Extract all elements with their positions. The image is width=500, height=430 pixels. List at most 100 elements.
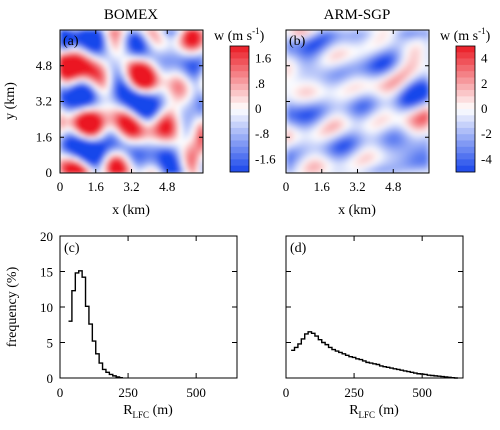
heatmap-cell xyxy=(381,122,385,126)
heatmap-cell xyxy=(399,104,403,109)
heatmap-cell xyxy=(312,62,317,67)
heatmap-cell xyxy=(399,95,403,100)
heatmap-cell xyxy=(161,56,165,61)
heatmap-cell xyxy=(420,167,424,171)
heatmap-cell xyxy=(309,107,314,112)
heatmap-cell xyxy=(116,170,121,173)
heatmap-cell xyxy=(324,71,329,76)
heatmap-cell xyxy=(167,41,171,46)
heatmap-cell xyxy=(107,137,112,141)
heatmap-cell xyxy=(417,128,421,132)
heatmap-cell xyxy=(357,38,362,43)
heatmap-cell xyxy=(286,92,290,97)
heatmap-cell xyxy=(197,89,201,94)
heatmap-cell xyxy=(122,44,127,49)
heatmap-cell xyxy=(161,50,165,55)
heatmap-cell xyxy=(173,92,177,97)
heatmap-cell xyxy=(101,77,106,82)
heatmap-cell xyxy=(65,155,70,159)
heatmap-cell xyxy=(306,107,311,112)
heatmap-cell xyxy=(312,38,317,43)
heatmap-cell xyxy=(143,152,147,156)
heatmap-cell xyxy=(336,146,341,150)
heatmap-cell xyxy=(60,68,64,73)
heatmap-cell xyxy=(83,35,88,40)
heatmap-cell xyxy=(286,35,290,40)
heatmap-cell xyxy=(345,158,350,162)
heatmap-cell xyxy=(101,113,106,117)
heatmap-cell xyxy=(161,65,165,70)
panel-b-colorbar-label: w (m s-1) xyxy=(440,26,491,44)
heatmap-cell xyxy=(354,62,359,67)
heatmap-cell xyxy=(83,41,88,46)
heatmap-cell xyxy=(375,68,379,73)
heatmap-cell xyxy=(417,47,421,52)
heatmap-cell xyxy=(188,98,192,103)
heatmap-cell xyxy=(110,143,115,147)
heatmap-cell xyxy=(306,53,311,58)
heatmap-cell xyxy=(387,44,391,49)
heatmap-cell xyxy=(354,137,359,141)
heatmap-cell xyxy=(402,152,406,156)
heatmap-cell xyxy=(318,149,323,153)
heatmap-cell xyxy=(125,50,130,55)
heatmap-cell xyxy=(378,149,382,153)
heatmap-cell xyxy=(77,152,82,156)
heatmap-cell xyxy=(417,77,421,82)
heatmap-cell xyxy=(339,98,344,103)
heatmap-cell xyxy=(80,128,85,132)
heatmap-cell xyxy=(408,158,412,162)
heatmap-cell xyxy=(188,158,192,162)
heatmap-cell xyxy=(119,77,124,82)
heatmap-cell xyxy=(312,170,317,173)
heatmap-cell xyxy=(372,68,376,73)
heatmap-cell xyxy=(345,77,350,82)
heatmap-cell xyxy=(354,38,359,43)
heatmap-cell xyxy=(113,30,118,34)
heatmap-cell xyxy=(179,95,183,100)
heatmap-cell xyxy=(318,131,323,135)
heatmap-cell xyxy=(381,56,385,61)
heatmap-cell xyxy=(164,104,168,109)
heatmap-cell xyxy=(134,110,139,115)
heatmap-cell xyxy=(414,161,418,165)
heatmap-cell xyxy=(197,95,201,100)
heatmap-cell xyxy=(300,30,305,34)
heatmap-cell xyxy=(333,137,338,141)
heatmap-cell xyxy=(101,158,106,162)
heatmap-cell xyxy=(146,149,150,153)
heatmap-cell xyxy=(80,44,85,49)
heatmap-cell xyxy=(375,137,379,141)
heatmap-cell xyxy=(300,53,305,58)
heatmap-cell xyxy=(369,131,373,135)
heatmap-cell xyxy=(95,101,100,106)
heatmap-cell xyxy=(110,101,115,106)
heatmap-cell xyxy=(297,167,302,171)
heatmap-cell xyxy=(312,77,317,82)
heatmap-cell xyxy=(107,95,112,100)
heatmap-cell xyxy=(155,143,159,147)
heatmap-cell xyxy=(297,125,302,129)
heatmap-cell xyxy=(194,92,198,97)
heatmap-cell xyxy=(378,44,382,49)
heatmap-cell xyxy=(318,119,323,123)
heatmap-cell xyxy=(77,41,82,46)
heatmap-cell xyxy=(158,30,162,34)
heatmap-cell xyxy=(176,131,180,135)
heatmap-cell xyxy=(179,44,183,49)
heatmap-cell xyxy=(372,41,376,46)
heatmap-cell xyxy=(92,140,97,144)
heatmap-cell xyxy=(390,68,394,73)
heatmap-cell xyxy=(74,59,79,64)
heatmap-cell xyxy=(92,71,97,76)
heatmap-cell xyxy=(83,50,88,55)
heatmap-cell xyxy=(381,59,385,64)
heatmap-cell xyxy=(140,122,145,126)
heatmap-cell xyxy=(312,122,317,126)
heatmap-cell xyxy=(384,59,388,64)
heatmap-cell xyxy=(134,146,139,150)
heatmap-cell xyxy=(77,110,82,115)
heatmap-cell xyxy=(333,92,338,97)
heatmap-cell xyxy=(197,134,201,138)
heatmap-cell xyxy=(360,65,365,70)
